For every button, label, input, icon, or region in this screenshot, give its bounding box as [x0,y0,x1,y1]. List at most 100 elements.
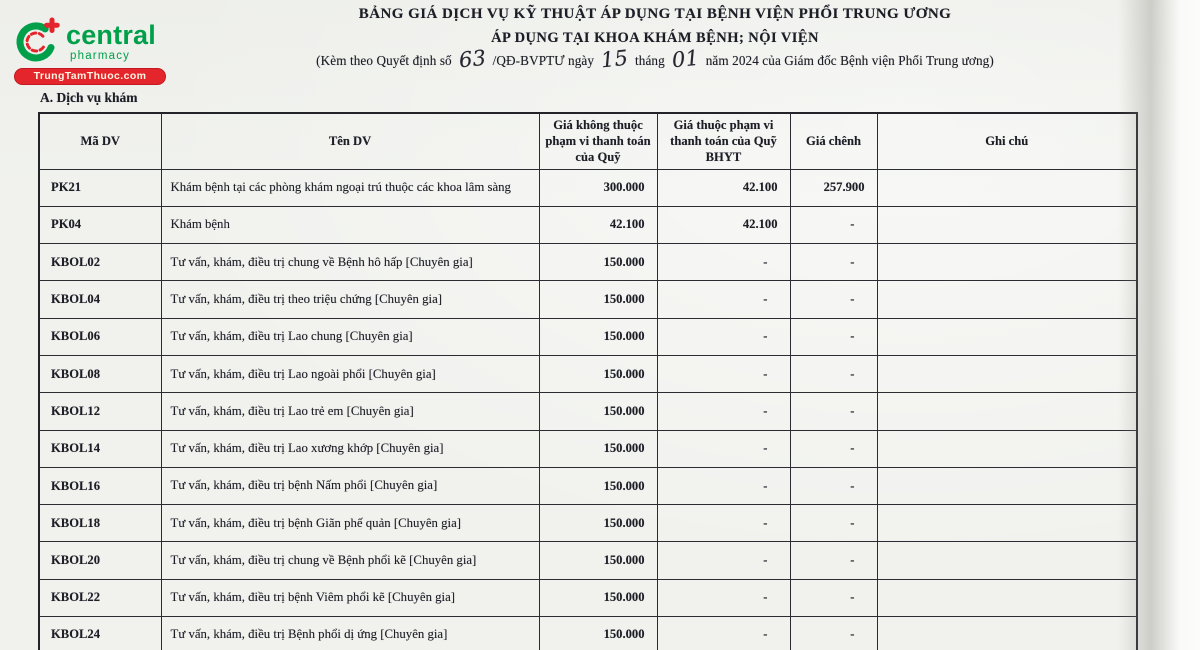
cell-service-code: PK21 [38,168,162,207]
cell-price-non-fund: 150.000 [538,243,658,282]
cell-price-fund: - [656,578,791,618]
cell-service-name: Tư vấn, khám, điều trị bệnh Viêm phổi kẽ… [160,578,540,618]
handwritten-day: 15 [599,45,630,73]
table-row: KBOL04 Tư vấn, khám, điều trị theo triệu … [38,280,1138,319]
cell-price-diff: - [789,317,878,356]
cell-price-diff: 257.900 [789,168,878,207]
cell-price-non-fund: 150.000 [538,317,658,356]
table-row: KBOL12 Tư vấn, khám, điều trị Lao trẻ em … [38,392,1138,431]
cell-price-diff: - [789,504,878,543]
table-row: PK04 Khám bệnh 42.100 42.100- [38,205,1138,245]
cell-service-name: Tư vấn, khám, điều trị Lao chung [Chuyên… [160,317,540,356]
cell-price-non-fund: 150.000 [538,280,658,319]
cell-note [876,354,1138,394]
cell-service-code: KBOL24 [38,616,162,650]
table-body: PK21 Khám bệnh tại các phòng khám ngoại t… [38,168,1138,650]
cell-price-fund: - [656,504,791,543]
table-row: KBOL24 Tư vấn, khám, điều trị Bệnh phổi d… [38,616,1138,650]
cell-service-code: KBOL18 [38,504,162,543]
table-row: PK21 Khám bệnh tại các phòng khám ngoại t… [38,168,1138,207]
cell-service-code: KBOL02 [38,243,162,282]
header-row: Mã DV Tên DV Giá không thuộc phạm vi tha… [38,112,1138,170]
handwritten-decision-number: 63 [457,45,487,73]
cell-note [876,578,1138,618]
cell-service-code: KBOL04 [38,280,162,319]
table-row: KBOL08 Tư vấn, khám, điều trị Lao ngoài p… [38,354,1138,394]
cell-note [876,392,1138,431]
column-header-note: Ghi chú [876,112,1138,170]
cell-price-non-fund: 300.000 [538,168,658,207]
cell-service-name: Tư vấn, khám, điều trị theo triệu chứng … [160,280,540,319]
cell-price-fund: - [656,466,791,506]
column-header-name: Tên DV [160,112,540,170]
table-row: KBOL16 Tư vấn, khám, điều trị bệnh Nấm ph… [38,466,1138,506]
cell-price-diff: - [789,243,878,282]
cell-service-code: KBOL22 [38,578,162,618]
cell-price-fund: - [656,354,791,394]
cell-price-non-fund: 150.000 [538,616,658,650]
cell-service-name: Tư vấn, khám, điều trị Bệnh phổi dị ứng … [160,616,540,650]
cell-service-code: PK04 [38,205,162,245]
cell-price-fund: - [656,317,791,356]
document-subtitle: (Kèm theo Quyết định số 63/QĐ-BVPTƯ ngày 1… [105,45,1200,73]
cell-price-fund: - [656,392,791,431]
cell-note [876,280,1138,319]
cell-price-fund: 42.100 [656,205,791,245]
column-header-price-non-fund: Giá không thuộc phạm vi thanh toán của Q… [538,112,658,170]
cell-price-diff: - [789,578,878,618]
cell-price-non-fund: 150.000 [538,354,658,394]
cell-price-fund: - [656,616,791,650]
cell-price-diff: - [789,429,878,468]
cell-note [876,466,1138,506]
cell-price-fund: - [656,541,791,580]
document-title-line2: ÁP DỤNG TẠI KHOA KHÁM BỆNH; NỘI VIỆN [491,30,819,46]
cell-price-non-fund: 150.000 [538,504,658,543]
cell-price-non-fund: 150.000 [538,578,658,618]
column-header-code: Mã DV [38,112,162,170]
cell-note [876,429,1138,468]
cell-note [876,541,1138,580]
cell-price-fund: - [656,243,791,282]
cell-price-non-fund: 150.000 [538,392,658,431]
cell-price-diff: - [789,466,878,506]
price-table-header: Mã DV Tên DV Giá không thuộc phạm vi tha… [38,112,1138,170]
cell-price-diff: - [789,354,878,394]
cell-price-diff: - [789,280,878,319]
central-pharmacy-logo: central pharmacy TrungTamThuoc.com [14,16,204,85]
cell-service-name: Tư vấn, khám, điều trị Lao ngoài phổi [C… [160,354,540,394]
handwritten-month: 01 [670,45,700,73]
cell-price-diff: - [789,392,878,431]
column-header-price-diff: Giá chênh [789,112,878,170]
table-row: KBOL20 Tư vấn, khám, điều trị chung về Bệ… [38,541,1138,580]
cell-price-diff: - [789,616,878,650]
cell-service-code: KBOL14 [38,429,162,468]
cell-price-non-fund: 42.100 [538,205,658,245]
cell-service-code: KBOL08 [38,354,162,394]
cell-price-fund: - [656,280,791,319]
cell-service-name: Tư vấn, khám, điều trị chung về Bệnh phổ… [160,541,540,580]
column-header-price-fund: Giá thuộc phạm vi thanh toán của Quỹ BHY… [656,112,791,170]
cell-service-name: Khám bệnh [160,205,540,245]
central-pharmacy-logo-icon [16,17,60,62]
cell-note [876,243,1138,282]
cell-note [876,205,1138,245]
subtitle-text-mid1: /QĐ-BVPTƯ ngày [492,53,595,68]
cell-note [876,616,1138,650]
cell-service-code: KBOL20 [38,541,162,580]
subtitle-text-mid2: tháng [634,53,665,68]
cell-service-name: Khám bệnh tại các phòng khám ngoại trú t… [160,168,540,207]
table-row: KBOL14 Tư vấn, khám, điều trị Lao xương k… [38,429,1138,468]
cell-price-non-fund: 150.000 [538,541,658,580]
cell-price-diff: - [789,541,878,580]
cell-price-non-fund: 150.000 [538,466,658,506]
cell-service-name: Tư vấn, khám, điều trị chung về Bệnh hô … [160,243,540,282]
price-table: Mã DV Tên DV Giá không thuộc phạm vi tha… [38,112,1138,650]
table-row: KBOL22 Tư vấn, khám, điều trị bệnh Viêm p… [38,578,1138,618]
document-title-line1: BẢNG GIÁ DỊCH VỤ KỸ THUẬT ÁP DỤNG TẠI BỆ… [358,6,952,22]
logo-brand-text: central [66,20,156,50]
table-row: KBOL06 Tư vấn, khám, điều trị Lao chung [… [38,317,1138,356]
cell-note [876,504,1138,543]
cell-price-diff: - [789,205,878,245]
cell-service-name: Tư vấn, khám, điều trị bệnh Giãn phế quả… [160,504,540,543]
